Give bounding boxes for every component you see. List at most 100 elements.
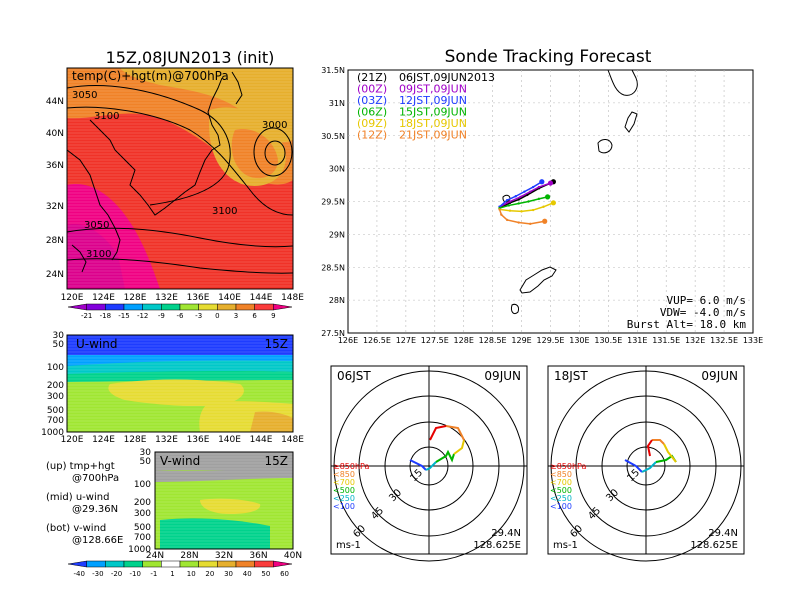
track-point: [507, 204, 511, 207]
contour-label: 3100: [212, 206, 237, 217]
track-point: [542, 218, 548, 224]
hodo-left-lon: 128.625E: [473, 540, 521, 551]
legend-time: 15JST,09JUN: [399, 106, 467, 119]
wind-colorbar: -40 -30 -20 -10 -1 1 10 20 30 40 50 60: [67, 560, 293, 578]
lat-tick-label: 40N: [46, 129, 64, 139]
pressure-tick-label: 300: [134, 509, 151, 519]
lon-tick-label: 131.5E: [652, 336, 680, 345]
pressure-legend-item: <500: [333, 486, 355, 495]
lat-tick-label: 36N: [249, 551, 267, 561]
legend-time: 12JST,09JUN: [399, 94, 467, 107]
colorbar-swatch: [235, 560, 255, 568]
lon-tick-label: 120E: [61, 293, 84, 303]
colorbar-swatch: [273, 303, 293, 311]
lat-tick-label: 28N: [180, 551, 198, 561]
pressure-tick-label: 500: [134, 523, 151, 533]
colorbar-label: -20: [111, 570, 122, 578]
pressure-tick-label: 100: [47, 363, 64, 373]
upper-lat-axis: 44N 40N 36N 32N 28N 24N: [46, 97, 64, 280]
track-line: [499, 196, 548, 209]
lon-tick-label: 126.5E: [363, 336, 391, 345]
contour-label: 3100: [86, 249, 111, 260]
track-lat-axis: 31.5N 31N 30.5N 30N 29.5N 29N 28.5N 28N 27.5N: [321, 66, 345, 338]
colorbar-swatch: [217, 560, 237, 568]
colorbar-label: 50: [261, 570, 270, 578]
track-point: [517, 198, 520, 201]
lat-tick-label: 40N: [284, 551, 302, 561]
v-panel-time: 15Z: [265, 454, 289, 468]
lat-tick-label: 29.5N: [321, 198, 345, 207]
colorbar-swatch: [105, 560, 125, 568]
hodo-right-time: 18JST: [554, 369, 588, 383]
u-panel-label: U-wind: [76, 337, 117, 351]
lat-tick-label: 31N: [329, 99, 345, 108]
colorbar-swatch: [86, 303, 106, 311]
pressure-tick-label: 300: [47, 392, 64, 402]
hodo-right-date: 09JUN: [701, 369, 738, 383]
colorbar-label: 40: [243, 570, 252, 578]
hodo-right-unit: ms-1: [553, 540, 578, 551]
lon-tick-label: 140E: [218, 435, 241, 445]
track-point: [550, 200, 556, 206]
lat-tick-label: 30N: [329, 165, 345, 174]
colorbar-label: -40: [73, 570, 84, 578]
colorbar-swatch: [254, 303, 274, 311]
track-point: [531, 185, 535, 189]
hodograph-pressure-legend: ≥850hPa<850<700<500<250<100: [550, 462, 587, 511]
track-point: [508, 200, 512, 203]
lon-tick-label: 133E: [743, 336, 763, 345]
colorbar-label: -30: [92, 570, 103, 578]
colorbar-swatch: [198, 560, 218, 568]
colorbar-swatch: [86, 560, 106, 568]
pressure-tick-label: 30: [140, 448, 152, 458]
legend-code: (21Z): [357, 71, 387, 84]
track-line: [499, 181, 554, 209]
lon-tick-label: 130.5E: [594, 336, 622, 345]
legend-code: (00Z): [357, 83, 387, 96]
v-wind-section: V-wind 15Z: [154, 451, 294, 550]
colorbar-label: -10: [129, 570, 140, 578]
lon-tick-label: 126E: [338, 336, 358, 345]
hodo-left-lat: 29.4N: [491, 528, 521, 539]
pressure-legend-item: ≥850hPa: [550, 462, 587, 471]
colorbar-swatch: [179, 560, 199, 568]
note-up-1: (up) tmp+hgt: [46, 461, 115, 472]
pressure-tick-label: 700: [47, 416, 64, 426]
track-point: [529, 190, 532, 193]
lon-tick-label: 148E: [281, 293, 304, 303]
upper-panel-title: 15Z,08JUN2013 (init): [106, 48, 275, 67]
track-point: [529, 222, 532, 226]
colorbar-label: 60: [280, 570, 289, 578]
hodograph-06jst: 06JST 09JUN 29.4N 128.625E ms-1 15 30 45…: [330, 365, 528, 562]
lon-tick-label: 124E: [92, 293, 115, 303]
track-point: [547, 180, 554, 186]
side-notes: (up) tmp+hgt @700hPa (mid) u-wind @29.36…: [46, 461, 123, 546]
u-wind-section: U-wind 15Z: [66, 334, 294, 433]
pressure-tick-label: 700: [134, 533, 151, 543]
track-line: [499, 181, 543, 208]
u-panel-time: 15Z: [265, 337, 289, 351]
track-point: [514, 195, 517, 198]
colorbar-label: 1: [170, 570, 174, 578]
contour-labels: 3050 3100 3000 3100 3050 3100: [72, 90, 287, 260]
lon-tick-label: 129.5E: [537, 336, 565, 345]
track-point: [537, 197, 541, 201]
legend-code: (12Z): [357, 129, 387, 142]
pressure-legend-item: <100: [333, 502, 355, 511]
main-title: Sonde Tracking Forecast: [445, 47, 652, 67]
colorbar-swatch: [198, 303, 218, 311]
lat-tick-label: 28.5N: [321, 263, 345, 272]
colorbar-label: -15: [118, 312, 129, 320]
hodo-left-time: 06JST: [337, 369, 371, 383]
lon-tick-label: 140E: [218, 293, 241, 303]
lon-tick-label: 131E: [627, 336, 647, 345]
colorbar-swatch: [142, 303, 162, 311]
lon-tick-label: 136E: [187, 435, 210, 445]
contour-label: 3050: [72, 90, 97, 101]
lon-tick-label: 128.5E: [479, 336, 507, 345]
legend-code: (06Z): [357, 106, 387, 119]
upper-panel-label: temp(C)+hgt(m)@700hPa: [72, 69, 229, 83]
colorbar-label: 0: [215, 312, 219, 320]
track-point: [505, 198, 509, 202]
